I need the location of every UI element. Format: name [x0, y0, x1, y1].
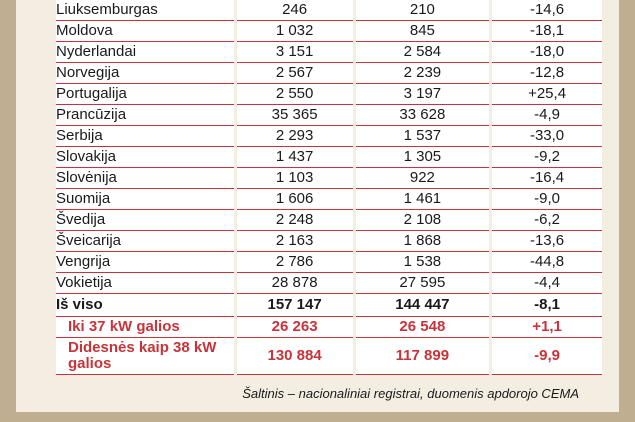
country-name: Suomija: [56, 188, 237, 210]
value-a: 1 437: [235, 146, 356, 168]
value-a: 2 567: [235, 62, 356, 84]
country-name: Slovėnija: [56, 167, 237, 189]
large-power-value-a: 130 884: [235, 337, 356, 375]
table-row: Vokietija 28 878 27 595 -4,4: [56, 272, 602, 294]
country-name: Vengrija: [56, 251, 237, 273]
small-power-value-a: 26 263: [235, 316, 356, 338]
change-percent: -18,1: [490, 20, 602, 42]
value-a: 28 878: [235, 272, 356, 294]
change-percent: -14,6: [490, 0, 602, 21]
country-name: Vokietija: [56, 272, 237, 294]
total-value-b: 144 447: [354, 293, 493, 317]
value-a: 2 293: [235, 125, 356, 147]
country-name: Liuksemburgas: [56, 0, 237, 21]
small-power-change: +1,1: [490, 316, 602, 338]
value-a: 1 032: [235, 20, 356, 42]
change-percent: -18,0: [490, 41, 602, 63]
change-percent: -16,4: [490, 167, 602, 189]
large-power-row: Didesnės kaip 38 kW galios 130 884 117 8…: [56, 337, 602, 375]
value-b: 2 108: [354, 209, 493, 231]
change-percent: -12,8: [490, 62, 602, 84]
value-a: 1 606: [235, 188, 356, 210]
table-row: Suomija 1 606 1 461 -9,0: [56, 188, 602, 210]
country-name: Norvegija: [56, 62, 237, 84]
value-b: 2 239: [354, 62, 493, 84]
value-b: 845: [354, 20, 493, 42]
table-row: Slovakija 1 437 1 305 -9,2: [56, 146, 602, 168]
value-a: 35 365: [235, 104, 356, 126]
value-b: 2 584: [354, 41, 493, 63]
small-power-label: Iki 37 kW galios: [56, 316, 237, 338]
value-a: 2 248: [235, 209, 356, 231]
country-name: Slovakija: [56, 146, 237, 168]
change-percent: -13,6: [490, 230, 602, 252]
value-b: 1 868: [354, 230, 493, 252]
country-name: Portugalija: [56, 83, 237, 105]
country-name: Serbija: [56, 125, 237, 147]
value-b: 210: [354, 0, 493, 21]
total-value-a: 157 147: [235, 293, 356, 317]
table-row: Nyderlandai 3 151 2 584 -18,0: [56, 41, 602, 63]
country-name: Šveicarija: [56, 230, 237, 252]
change-percent: -9,2: [490, 146, 602, 168]
total-label: Iš viso: [56, 293, 237, 317]
value-b: 1 538: [354, 251, 493, 273]
source-note: Šaltinis – nacionaliniai registrai, duom…: [242, 386, 579, 401]
large-power-change: -9,9: [490, 337, 602, 375]
paper-background: Liuksemburgas 246 210 -14,6 Moldova 1 032 845-…: [16, 0, 619, 412]
country-name: Švedija: [56, 209, 237, 231]
total-row: Iš viso 157 147 144 447 -8,1: [56, 293, 602, 317]
table-row: Norvegija 2 567 2 239 -12,8: [56, 62, 602, 84]
value-a: 3 151: [235, 41, 356, 63]
total-change: -8,1: [490, 293, 602, 317]
value-a: 1 103: [235, 167, 356, 189]
value-a: 246: [235, 0, 356, 21]
table-row: Portugalija 2 550 3 197 +25,4: [56, 83, 602, 105]
table-row: Vengrija 2 786 1 538 -44,8: [56, 251, 602, 273]
table-row: Prancūzija 35 365 33 628 -4,9: [56, 104, 602, 126]
registration-table: Liuksemburgas 246 210 -14,6 Moldova 1 032 845-…: [56, 0, 602, 375]
country-name: Nyderlandai: [56, 41, 237, 63]
small-power-row: Iki 37 kW galios 26 263 26 548 +1,1: [56, 316, 602, 338]
country-name: Prancūzija: [56, 104, 237, 126]
table-row: Slovėnija 1 103 922 -16,4: [56, 167, 602, 189]
change-percent: -9,0: [490, 188, 602, 210]
large-power-value-b: 117 899: [354, 337, 493, 375]
value-b: 33 628: [354, 104, 493, 126]
small-power-value-b: 26 548: [354, 316, 493, 338]
value-b: 27 595: [354, 272, 493, 294]
change-percent: -33,0: [490, 125, 602, 147]
value-b: 922: [354, 167, 493, 189]
value-a: 2 550: [235, 83, 356, 105]
change-percent: -6,2: [490, 209, 602, 231]
table-body: Liuksemburgas 246 210 -14,6 Moldova 1 032 845-…: [56, 0, 602, 375]
table-row: Švedija 2 248 2 108 -6,2: [56, 209, 602, 231]
table-row: Moldova 1 032 845 -18,1: [56, 20, 602, 42]
table-row: Liuksemburgas 246 210 -14,6: [56, 0, 602, 21]
change-percent: +25,4: [490, 83, 602, 105]
value-b: 1 305: [354, 146, 493, 168]
change-percent: -44,8: [490, 251, 602, 273]
table-row: Šveicarija 2 163 1 868 -13,6: [56, 230, 602, 252]
value-a: 2 786: [235, 251, 356, 273]
value-b: 1 537: [354, 125, 493, 147]
large-power-label: Didesnės kaip 38 kW galios: [56, 337, 237, 375]
value-b: 3 197: [354, 83, 493, 105]
value-b: 1 461: [354, 188, 493, 210]
country-name: Moldova: [56, 20, 237, 42]
table-row: Serbija 2 293 1 537 -33,0: [56, 125, 602, 147]
change-percent: -4,4: [490, 272, 602, 294]
value-a: 2 163: [235, 230, 356, 252]
change-percent: -4,9: [490, 104, 602, 126]
